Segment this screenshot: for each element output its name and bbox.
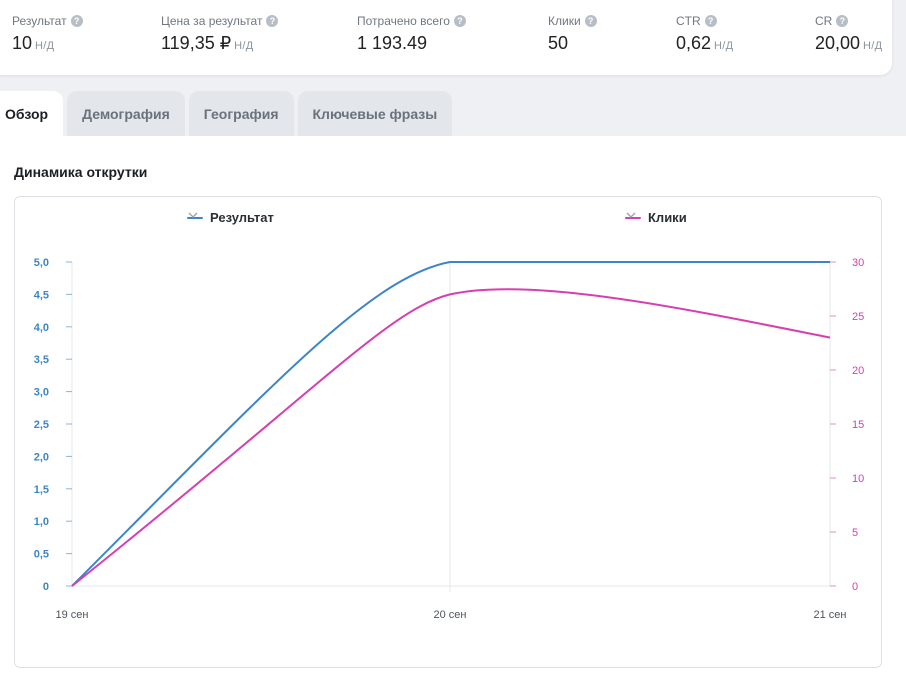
x-tick-label: 19 сен (56, 609, 89, 621)
chevron-down-icon (626, 212, 636, 218)
metric-label-text: Цена за результат (161, 14, 263, 28)
tab-2[interactable]: География (188, 91, 294, 136)
metric-value: 119,35 ₽ Н/Д (161, 33, 278, 54)
legend-item-0[interactable]: Результат (187, 210, 274, 225)
tab-0[interactable]: Обзор (0, 91, 64, 136)
y-left-tick-label: 0 (43, 581, 49, 593)
legend-label: Результат (210, 210, 274, 225)
metric-label: CR? (815, 14, 882, 28)
y-right-tick-label: 5 (852, 527, 858, 539)
metric-unit: Н/Д (714, 40, 734, 52)
metric-label: Цена за результат? (161, 14, 279, 28)
metric-2: Потрачено всего? 1 193.49 (357, 14, 466, 54)
metric-label: Результат? (12, 14, 83, 28)
tabs-bar: Обзор Демография География Ключевые фразы (0, 91, 453, 136)
section-title: Динамика открутки (14, 164, 148, 180)
y-right-tick-label: 15 (852, 419, 864, 431)
y-left-tick-label: 4,0 (34, 322, 49, 334)
y-left-tick-label: 3,0 (34, 387, 49, 399)
metric-value: 10 Н/Д (12, 33, 83, 54)
y-left-tick-label: 2,5 (34, 419, 49, 431)
legend-swatch (187, 216, 203, 219)
y-left-tick-label: 3,5 (34, 354, 49, 366)
metric-value: 0,62 Н/Д (676, 33, 733, 54)
metric-unit: Н/Д (234, 40, 254, 52)
series-line-0 (71, 261, 830, 587)
metric-label-text: Потрачено всего (357, 14, 450, 28)
metric-label-text: Клики (548, 14, 581, 28)
y-right-tick-label: 20 (852, 365, 864, 377)
metric-label: CTR? (676, 14, 733, 28)
help-icon[interactable]: ? (704, 15, 717, 27)
x-tick-label: 21 сен (814, 609, 847, 621)
metric-1: Цена за результат? 119,35 ₽ Н/Д (161, 14, 279, 54)
metric-3: Клики? 50 (548, 14, 597, 54)
help-icon[interactable]: ? (70, 15, 83, 27)
metric-label: Клики? (548, 14, 597, 28)
y-right-tick-label: 0 (852, 581, 858, 593)
metric-label: Потрачено всего? (357, 14, 466, 28)
y-left-tick-label: 0,5 (34, 549, 49, 561)
y-left-tick-label: 5,0 (34, 257, 49, 269)
tab-1[interactable]: Демография (67, 91, 185, 136)
metric-label-text: CR (815, 14, 833, 28)
help-icon[interactable]: ? (836, 15, 849, 27)
y-left-tick-label: 1,5 (34, 484, 49, 496)
x-tick-label: 20 сен (434, 609, 467, 621)
tab-3[interactable]: Ключевые фразы (297, 91, 453, 136)
y-right-tick-label: 30 (852, 257, 864, 269)
y-left-tick-label: 1,0 (34, 516, 49, 528)
metric-value-text: 1 193.49 (357, 33, 428, 53)
metric-value-text: 20,00 (815, 33, 861, 53)
help-icon[interactable]: ? (584, 15, 597, 27)
metric-4: CTR? 0,62 Н/Д (676, 14, 733, 54)
metric-unit: Н/Д (35, 40, 55, 52)
metric-value: 50 (548, 33, 597, 54)
legend-item-1[interactable]: Клики (625, 210, 687, 225)
metric-value: 1 193.49 (357, 33, 466, 54)
metric-label-text: CTR (676, 14, 701, 28)
metric-value: 20,00 Н/Д (815, 33, 882, 54)
y-left-tick-label: 4,5 (34, 289, 49, 301)
help-icon[interactable]: ? (266, 15, 279, 27)
y-right-tick-label: 25 (852, 311, 864, 323)
legend-swatch (625, 216, 641, 219)
metric-value-text: 0,62 (676, 33, 712, 53)
metric-0: Результат? 10 Н/Д (12, 14, 83, 54)
metric-5: CR? 20,00 Н/Д (815, 14, 882, 54)
chart-canvas: 0 0,5 1,0 1,5 2,0 2,5 3,0 3,5 4,0 4,5 5,0 0 5 10 15 20 2… (34, 257, 865, 621)
delivery-chart: 0 0,5 1,0 1,5 2,0 2,5 3,0 3,5 4,0 4,5 5,0 0 5 10 15 20 2… (14, 196, 882, 668)
help-icon[interactable]: ? (453, 15, 466, 27)
chevron-down-icon (188, 212, 198, 218)
metric-unit: Н/Д (863, 40, 883, 52)
y-left-tick-label: 2,0 (34, 451, 49, 463)
overview-panel: Динамика открутки 0 0,5 1,0 1,5 2,0 2,5 3,0 3,5… (0, 136, 906, 690)
series-line-1 (71, 288, 831, 587)
metric-value-text: 50 (548, 33, 569, 53)
metric-label-text: Результат (12, 14, 67, 28)
metric-value-text: 119,35 ₽ (161, 33, 232, 53)
legend-label: Клики (648, 210, 687, 225)
y-right-tick-label: 10 (852, 473, 864, 485)
metric-value-text: 10 (12, 33, 33, 53)
metrics-summary: Результат? 10 Н/Д Цена за результат? 119,35 … (0, 0, 892, 75)
